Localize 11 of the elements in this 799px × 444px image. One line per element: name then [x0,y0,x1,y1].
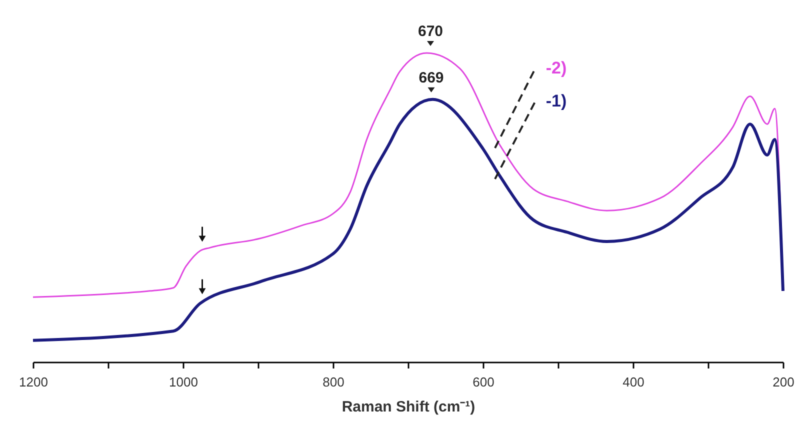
x-tick-label: 1200 [19,374,48,390]
x-tick-label: 800 [322,374,344,390]
text: -2) [546,58,567,78]
x-tick-label: 1000 [169,374,198,390]
x-tick-label: 600 [472,374,494,390]
text: -1) [546,92,567,111]
annotation: 670 [418,23,444,40]
x-axis-title: Raman Shift (cm⁻¹) [342,398,476,416]
x-tick-label: 400 [622,374,644,390]
annotation: 669 [418,69,444,86]
x-tick-label: 200 [772,374,794,390]
